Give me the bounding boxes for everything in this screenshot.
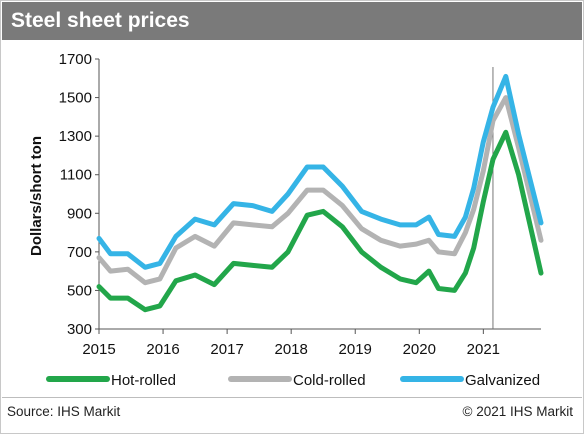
x-tick-label: 2020 xyxy=(403,341,436,358)
y-tick-label: 1300 xyxy=(59,128,92,145)
y-tick-label: 500 xyxy=(67,282,92,299)
galvanized-line xyxy=(96,73,544,270)
copyright-note: © 2021 IHS Markit xyxy=(462,404,574,419)
y-tick-label: 700 xyxy=(67,244,92,261)
x-tick-label: 2015 xyxy=(82,341,115,358)
legend-cold-rolled-label: Cold-rolled xyxy=(293,372,366,389)
y-tick-label: 900 xyxy=(67,205,92,222)
x-tick-label: 2021 xyxy=(467,341,500,358)
cold-rolled-line xyxy=(96,95,544,286)
x-tick-label: 2016 xyxy=(146,341,179,358)
x-tick-label: 2017 xyxy=(210,341,243,358)
x-tick-label: 2019 xyxy=(339,341,372,358)
title-bar: Steel sheet prices xyxy=(2,2,582,40)
source-note: Source: IHS Markit xyxy=(7,404,121,419)
footer-divider xyxy=(2,397,582,398)
hot-rolled-line xyxy=(96,129,544,313)
y-tick-label: 300 xyxy=(67,321,92,338)
y-tick-label: 1700 xyxy=(59,51,92,68)
x-tick-label: 2018 xyxy=(274,341,307,358)
chart-title: Steel sheet prices xyxy=(11,9,190,32)
y-axis-title: Dollars/short ton xyxy=(28,136,45,256)
y-tick-label: 1100 xyxy=(60,167,92,184)
legend-hot-rolled-label: Hot-rolled xyxy=(111,372,176,389)
y-tick-label: 1500 xyxy=(59,90,92,107)
legend-galvanized-label: Galvanized xyxy=(465,372,540,389)
